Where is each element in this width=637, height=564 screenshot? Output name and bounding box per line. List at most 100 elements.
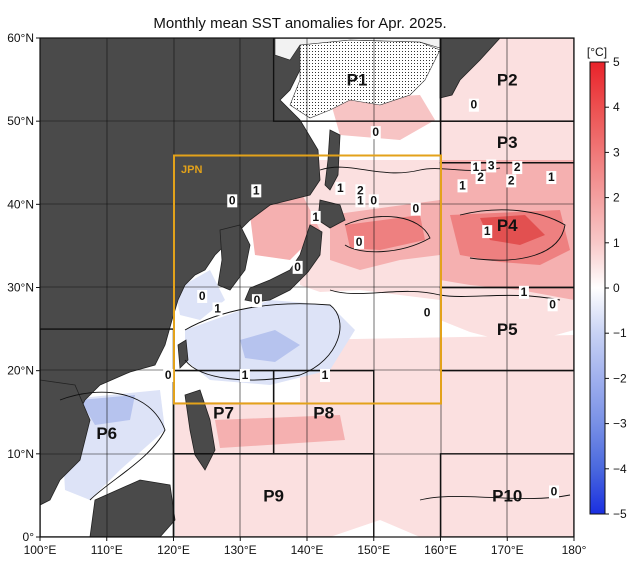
- contour-label: 0: [412, 202, 419, 216]
- contour-label-bg: [475, 171, 486, 185]
- contour-label-bg: [457, 179, 468, 193]
- contour-label-bg: [163, 368, 174, 382]
- contour-label: 0: [424, 306, 431, 320]
- colorbar-tick-label: −5: [613, 507, 627, 521]
- region-label-p1: P1: [347, 71, 368, 90]
- region-label-p10: P10: [492, 486, 522, 505]
- contour-label-bg: [512, 161, 523, 175]
- region-label-p7: P7: [213, 403, 234, 422]
- contour-label-bg: [370, 126, 381, 140]
- map-title: Monthly mean SST anomalies for Apr. 2025…: [153, 15, 446, 32]
- contour-label-bg: [506, 174, 517, 188]
- contour-label: 1: [484, 224, 491, 238]
- lat-axis-ticks: 0° 10°N 20°N 30°N 40°N 50°N 60°N: [7, 31, 40, 544]
- colorbar-gradient: [589, 61, 606, 515]
- contour-label: 1: [322, 368, 329, 382]
- lon-tick-label: 140°E: [291, 543, 324, 557]
- lon-axis-ticks: 100°E 110°E 120°E 130°E 140°E 150°E 160°E 170°E…: [24, 537, 587, 557]
- contour-label: 0: [254, 293, 261, 307]
- contour-label: 3: [488, 158, 495, 172]
- contour-label: 2: [514, 160, 521, 174]
- contour-label: 0: [471, 98, 478, 112]
- cool-core-south-japan: [240, 330, 300, 362]
- region-box-p9: [172, 453, 375, 537]
- lat-tick-label: 0°: [23, 530, 35, 544]
- contour-label-bg: [310, 210, 321, 224]
- contour-label-bg: [410, 202, 421, 216]
- colorbar-tick-label: 4: [613, 100, 620, 114]
- contour-label-bg: [355, 194, 366, 208]
- colorbar-tick-label: 2: [613, 191, 620, 205]
- colorbar: [°C] 5 4 3 2 1 0 −1 −2 −3 −4 −5: [587, 45, 627, 521]
- contour-label: 2: [508, 173, 515, 187]
- contour-label: 1: [548, 170, 555, 184]
- anomaly-shading: [60, 38, 574, 537]
- contour-label-bg: [486, 159, 497, 173]
- region-label-p8: P8: [313, 403, 334, 422]
- land-korea: [217, 224, 251, 291]
- region-label-p2: P2: [497, 71, 518, 90]
- contour-label-bg: [482, 225, 493, 239]
- region-box-p10: [439, 453, 574, 537]
- lat-tick-label: 30°N: [7, 281, 34, 295]
- colorbar-tick-label: −4: [613, 462, 627, 476]
- contour-label-bg: [251, 294, 262, 308]
- region-label-p3: P3: [497, 133, 518, 152]
- colorbar-tick-label: −3: [613, 417, 627, 431]
- lon-tick-label: 130°E: [224, 543, 257, 557]
- contour-label-bg: [197, 289, 208, 303]
- jpn-label: JPN: [181, 164, 202, 176]
- warm-area-subtropics: [300, 335, 574, 402]
- lon-tick-label: 170°E: [491, 543, 524, 557]
- lon-tick-label: 150°E: [357, 543, 390, 557]
- contour-label: 1: [521, 285, 528, 299]
- contour-label: 1: [214, 301, 221, 315]
- contour-label: 1: [459, 178, 466, 192]
- jpn-box: [173, 154, 442, 405]
- contour-label-bg: [320, 368, 331, 382]
- contour-label-bg: [212, 302, 223, 316]
- region-label-p9: P9: [263, 486, 284, 505]
- lon-tick-label: 120°E: [157, 543, 190, 557]
- contour-label-bg: [335, 181, 346, 195]
- contour-label-bg: [548, 485, 559, 499]
- warm-band-p7: [215, 415, 345, 448]
- colorbar-ticks: 5 4 3 2 1 0 −1 −2 −3 −4 −5: [605, 55, 627, 521]
- contour-label: 0: [165, 368, 172, 382]
- lat-tick-label: 50°N: [7, 114, 34, 128]
- contour-label-bg: [546, 171, 557, 185]
- contour-label-bg: [354, 235, 365, 249]
- contour-label: 0: [549, 297, 556, 311]
- colorbar-tick-label: 5: [613, 55, 620, 69]
- contour-label: 0: [294, 260, 301, 274]
- warm-band-japan-sea: [250, 190, 320, 260]
- region-label-p5: P5: [497, 320, 518, 339]
- contour-label-bg: [355, 184, 366, 198]
- contour-label: 1: [357, 193, 364, 207]
- lat-tick-label: 10°N: [7, 447, 34, 461]
- colorbar-tick-label: −2: [613, 371, 627, 385]
- lat-tick-label: 20°N: [7, 364, 34, 378]
- colorbar-tick-label: 0: [613, 281, 620, 295]
- contour-label-bg: [368, 194, 379, 208]
- contour-label: 1: [253, 183, 260, 197]
- contour-label-bg: [518, 285, 529, 299]
- lat-tick-label: 40°N: [7, 197, 34, 211]
- contour-label: 2: [357, 183, 364, 197]
- lon-tick-label: 180°: [562, 543, 587, 557]
- contour-label-bg: [292, 260, 303, 274]
- contour-label: 0: [370, 193, 377, 207]
- warm-core-jpn-east: [345, 215, 425, 250]
- land-borneo: [89, 479, 176, 537]
- contour-label-bg: [227, 194, 238, 208]
- contour-label-bg: [422, 306, 433, 320]
- lon-tick-label: 100°E: [24, 543, 57, 557]
- contour-label-bg: [239, 368, 250, 382]
- colorbar-unit: [°C]: [587, 45, 607, 59]
- contour-label: 0: [199, 289, 206, 303]
- region-label-p4: P4: [497, 216, 518, 235]
- contour-label-bg: [468, 98, 479, 112]
- cool-core-south-china-sea: [80, 395, 135, 425]
